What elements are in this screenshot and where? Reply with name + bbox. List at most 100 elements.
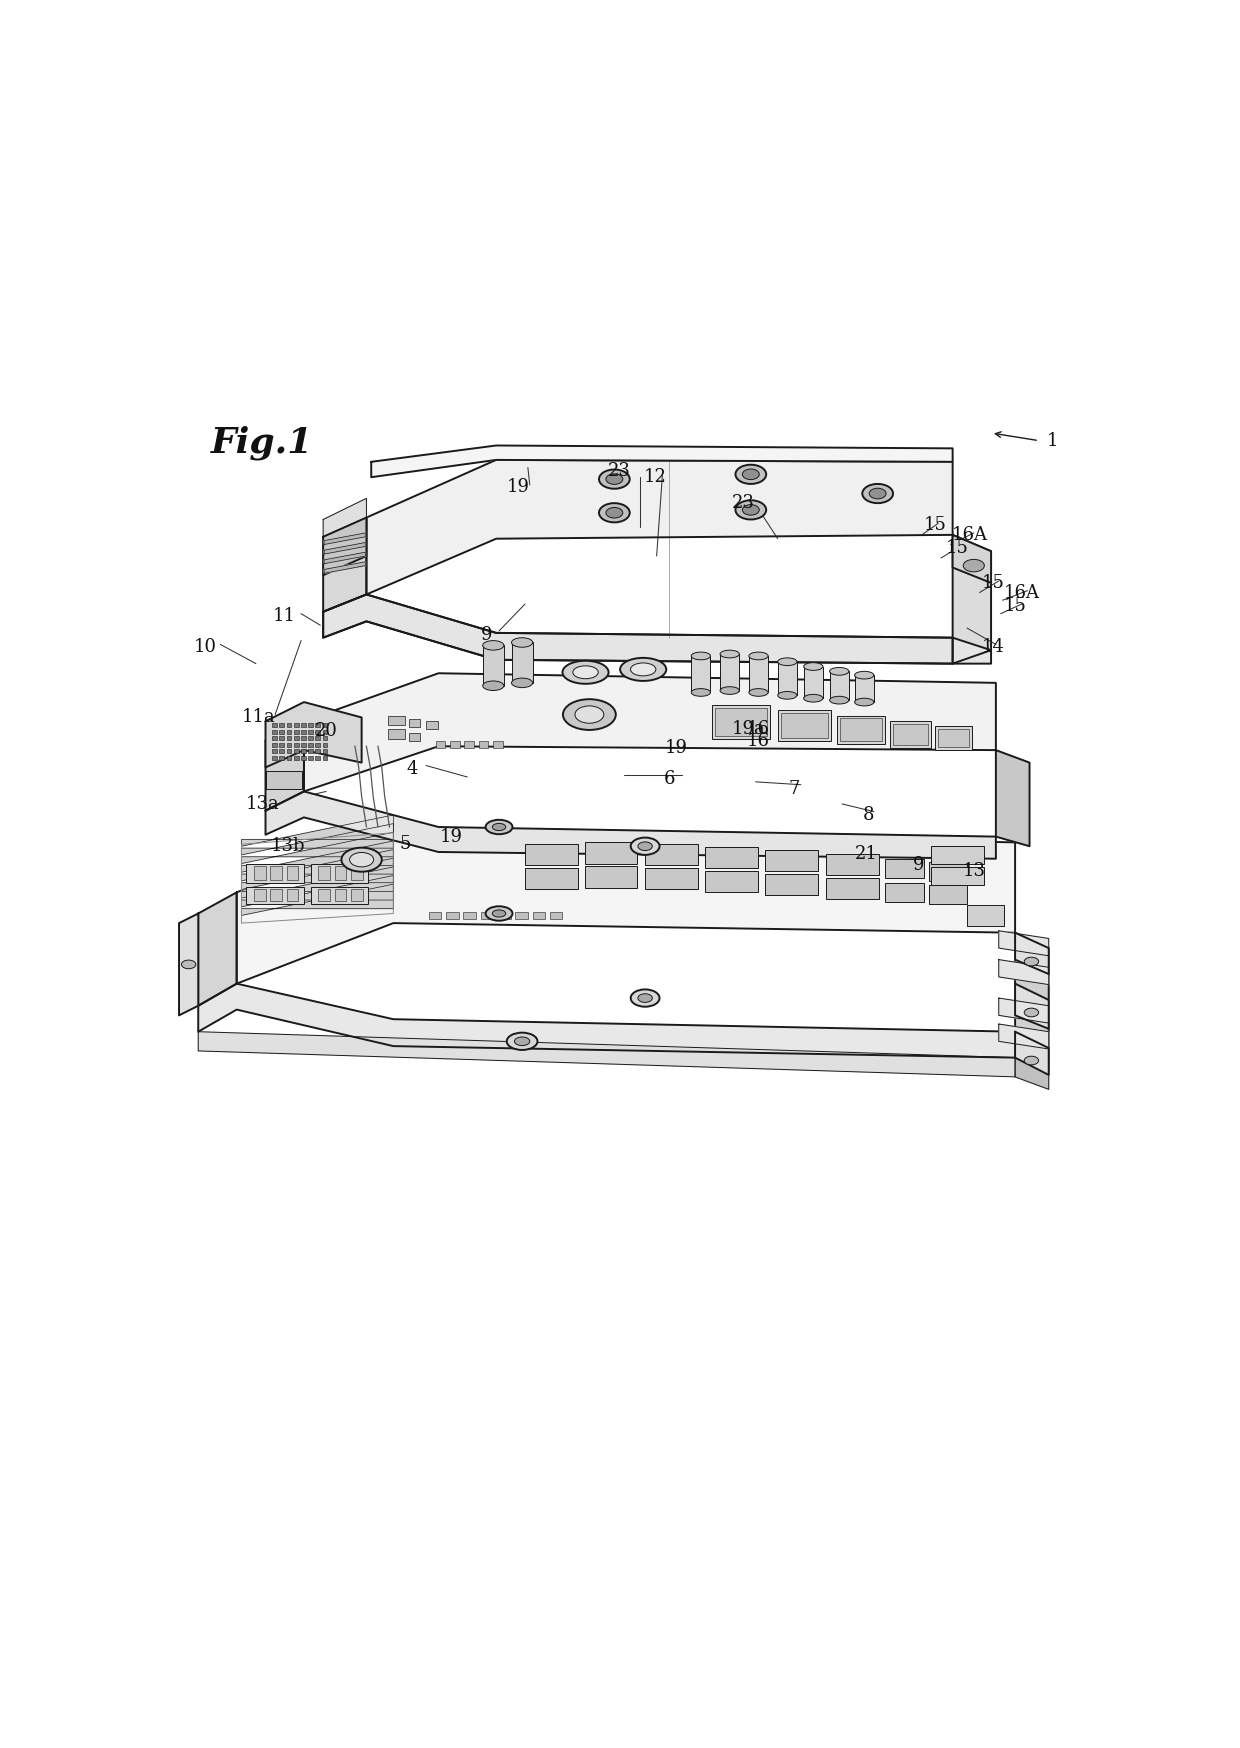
Bar [311, 886, 368, 904]
Bar [885, 858, 924, 877]
Text: 19: 19 [439, 827, 463, 846]
Bar [286, 890, 298, 900]
Bar [273, 736, 277, 739]
Bar [465, 741, 474, 748]
Ellipse shape [630, 662, 656, 676]
Ellipse shape [830, 668, 849, 675]
Bar [315, 736, 320, 739]
Bar [315, 724, 320, 727]
Bar [893, 724, 928, 745]
Bar [409, 732, 420, 741]
Bar [309, 755, 312, 760]
Ellipse shape [777, 692, 797, 699]
Bar [584, 867, 637, 888]
Polygon shape [324, 594, 991, 664]
Bar [301, 736, 306, 739]
Bar [247, 864, 304, 883]
Text: 23: 23 [732, 495, 755, 512]
Polygon shape [998, 930, 1049, 956]
Polygon shape [998, 1024, 1049, 1049]
Polygon shape [198, 1031, 1016, 1077]
Ellipse shape [869, 488, 887, 498]
Text: 21: 21 [854, 844, 878, 864]
Bar [319, 890, 330, 900]
Polygon shape [1016, 1058, 1049, 1089]
Polygon shape [265, 792, 996, 858]
Polygon shape [324, 533, 366, 544]
Polygon shape [324, 552, 366, 563]
Polygon shape [242, 823, 393, 855]
Bar [498, 911, 511, 919]
Bar [929, 884, 967, 904]
Bar [315, 743, 320, 746]
Bar [512, 643, 533, 683]
Bar [301, 755, 306, 760]
Ellipse shape [735, 465, 766, 484]
Bar [273, 755, 277, 760]
Bar [247, 886, 304, 904]
Bar [804, 666, 823, 697]
Bar [584, 843, 637, 864]
Text: 15: 15 [1003, 598, 1027, 615]
Text: 7: 7 [789, 780, 800, 797]
Bar [830, 671, 849, 701]
Bar [273, 743, 277, 746]
Bar [482, 645, 503, 685]
Text: 15: 15 [946, 540, 968, 558]
Ellipse shape [854, 697, 874, 706]
Text: 19a: 19a [732, 720, 766, 738]
Text: 1: 1 [1047, 432, 1058, 449]
Bar [294, 729, 299, 734]
Polygon shape [198, 984, 1016, 1058]
Text: 5: 5 [399, 836, 410, 853]
Bar [479, 741, 489, 748]
Text: 13: 13 [962, 862, 986, 881]
Bar [837, 715, 885, 745]
Text: 16: 16 [746, 720, 770, 738]
Polygon shape [1016, 933, 1049, 974]
Ellipse shape [749, 689, 768, 696]
Bar [826, 855, 879, 876]
Bar [533, 911, 546, 919]
Polygon shape [242, 884, 393, 916]
Ellipse shape [606, 507, 622, 517]
Ellipse shape [350, 853, 373, 867]
Polygon shape [242, 841, 393, 872]
Bar [525, 869, 578, 890]
Bar [777, 710, 831, 741]
Ellipse shape [777, 657, 797, 666]
Bar [322, 743, 327, 746]
Ellipse shape [512, 678, 533, 687]
Bar [319, 867, 330, 879]
Text: 13a: 13a [246, 795, 279, 813]
Text: 19: 19 [507, 477, 529, 496]
Bar [781, 713, 828, 738]
Bar [294, 724, 299, 727]
Polygon shape [996, 750, 1029, 846]
Bar [351, 890, 362, 900]
Bar [429, 911, 441, 919]
Ellipse shape [482, 682, 503, 690]
Ellipse shape [515, 1037, 529, 1045]
Bar [435, 741, 445, 748]
Bar [315, 755, 320, 760]
Ellipse shape [599, 470, 630, 489]
Text: 16A: 16A [1004, 584, 1040, 601]
Ellipse shape [575, 706, 604, 724]
Bar [273, 750, 277, 753]
Bar [286, 729, 291, 734]
Bar [286, 867, 298, 879]
Bar [691, 656, 711, 692]
Bar [335, 867, 346, 879]
Polygon shape [242, 832, 393, 864]
Bar [286, 724, 291, 727]
Bar [322, 755, 327, 760]
Polygon shape [324, 517, 367, 575]
Ellipse shape [743, 468, 759, 479]
Bar [712, 704, 770, 739]
Ellipse shape [606, 474, 622, 484]
Polygon shape [198, 891, 237, 1005]
Polygon shape [265, 722, 304, 811]
Bar [279, 750, 284, 753]
Polygon shape [242, 858, 393, 890]
